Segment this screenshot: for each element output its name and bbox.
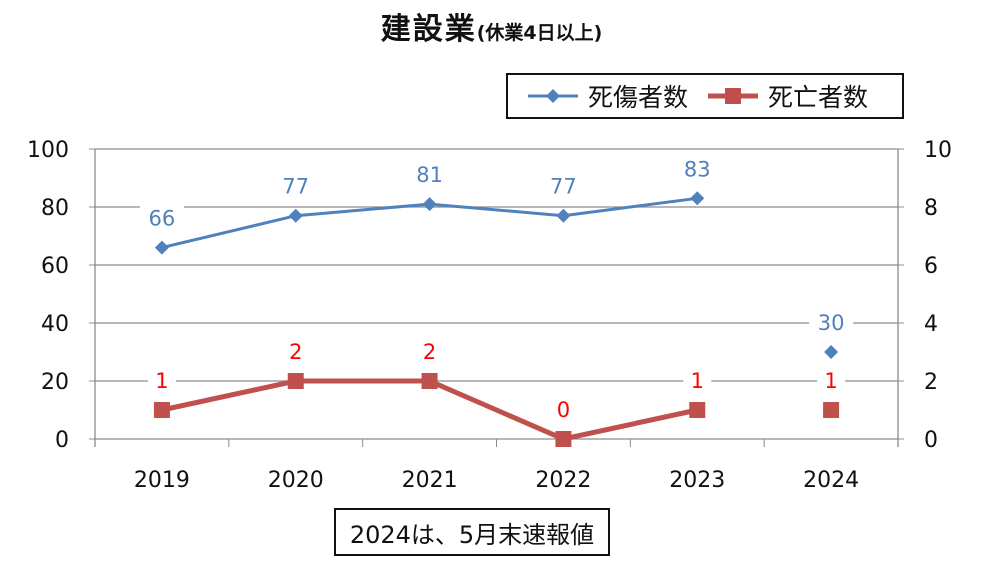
legend-label-injuries: 死傷者数 bbox=[588, 83, 689, 112]
legend-item-injuries: 死傷者数 bbox=[526, 78, 688, 114]
data-point-injuries bbox=[154, 240, 169, 255]
data-label-bg bbox=[683, 366, 712, 394]
data-label-bg bbox=[407, 160, 452, 189]
data-label-bg bbox=[139, 203, 184, 232]
data-point-injuries bbox=[556, 208, 571, 223]
data-label-bg bbox=[273, 171, 318, 200]
y-left-tick-label: 80 bbox=[41, 196, 69, 221]
data-point-deaths bbox=[555, 431, 572, 447]
data-point-deaths bbox=[421, 373, 438, 389]
footnote-box: 2024は、5月末速報値 bbox=[334, 508, 610, 556]
y-right-tick-label: 6 bbox=[924, 254, 938, 279]
y-left-tick-label: 100 bbox=[27, 138, 69, 163]
x-tick-label: 2022 bbox=[535, 468, 591, 493]
y-left-tick-label: 20 bbox=[41, 370, 69, 395]
legend-marker-deaths bbox=[708, 88, 759, 104]
data-point-deaths bbox=[287, 373, 304, 389]
y-left-tick-label: 40 bbox=[41, 312, 69, 337]
data-label-deaths: 0 bbox=[557, 398, 570, 422]
data-point-injuries bbox=[690, 191, 705, 206]
y-right-tick-label: 10 bbox=[924, 138, 952, 163]
data-point-deaths bbox=[689, 402, 706, 418]
data-point-injuries bbox=[288, 208, 303, 223]
data-label-injuries: 30 bbox=[818, 311, 845, 335]
data-point-injuries bbox=[422, 197, 437, 212]
data-label-bg bbox=[541, 171, 586, 200]
data-label-bg bbox=[675, 154, 720, 183]
chart-title-sub: (休業4日以上) bbox=[476, 22, 603, 44]
data-point-deaths bbox=[823, 402, 840, 418]
chart-title-main: 建設業 bbox=[380, 12, 477, 47]
y-right-tick-label: 4 bbox=[924, 312, 938, 337]
data-label-deaths: 1 bbox=[155, 369, 168, 393]
legend-item-deaths: 死亡者数 bbox=[706, 78, 868, 114]
data-point-deaths bbox=[153, 402, 170, 418]
data-label-deaths: 1 bbox=[824, 369, 837, 393]
data-label-bg bbox=[809, 308, 854, 336]
footnote-text: 2024は、5月末速報値 bbox=[349, 520, 595, 549]
x-tick-label: 2024 bbox=[803, 468, 859, 493]
data-label-bg bbox=[549, 395, 578, 423]
legend: 死傷者数 死亡者数 bbox=[506, 73, 904, 119]
y-right-tick-label: 0 bbox=[924, 428, 938, 453]
y-right-tick-label: 2 bbox=[924, 370, 938, 395]
data-label-deaths: 1 bbox=[691, 369, 704, 393]
x-tick-label: 2021 bbox=[402, 468, 458, 493]
x-tick-label: 2019 bbox=[134, 468, 190, 493]
legend-label-deaths: 死亡者数 bbox=[768, 83, 869, 112]
data-label-bg bbox=[817, 366, 846, 394]
data-label-injuries: 81 bbox=[416, 163, 443, 187]
data-label-injuries: 83 bbox=[684, 157, 711, 181]
data-label-bg bbox=[281, 337, 310, 365]
data-label-injuries: 77 bbox=[550, 175, 577, 199]
data-label-deaths: 2 bbox=[289, 340, 302, 364]
data-label-deaths: 2 bbox=[423, 340, 436, 364]
y-left-tick-label: 0 bbox=[55, 428, 69, 453]
legend-marker-injuries bbox=[528, 89, 578, 103]
data-label-bg bbox=[415, 337, 444, 365]
data-label-injuries: 77 bbox=[282, 175, 309, 199]
y-left-tick-label: 60 bbox=[41, 254, 69, 279]
y-right-tick-label: 8 bbox=[924, 196, 938, 221]
x-tick-label: 2023 bbox=[669, 468, 725, 493]
chart-title: 建設業(休業4日以上) bbox=[0, 4, 983, 48]
data-label-bg bbox=[147, 366, 176, 394]
data-point-injuries bbox=[824, 345, 839, 359]
series-line-deaths bbox=[161, 378, 698, 442]
data-label-injuries: 66 bbox=[149, 207, 176, 231]
x-tick-label: 2020 bbox=[268, 468, 324, 493]
